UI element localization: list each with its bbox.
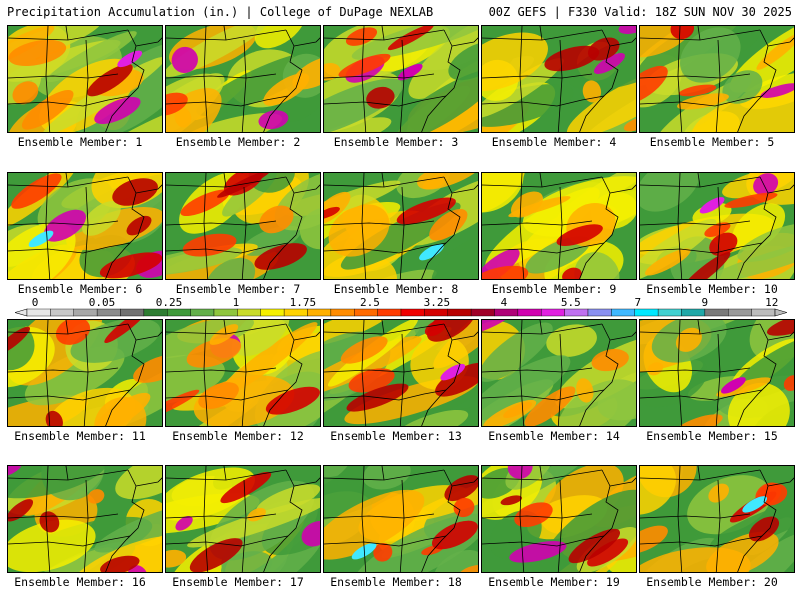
colorbar-swatch xyxy=(634,308,659,317)
colorbar-swatch xyxy=(354,308,378,317)
colorbar-tick-label: 3.25 xyxy=(423,296,451,309)
ensemble-member-map xyxy=(165,319,321,427)
colorbar-swatch xyxy=(167,308,191,317)
ensemble-member-label: Ensemble Member: 5 xyxy=(649,135,775,149)
colorbar-swatch xyxy=(50,308,74,317)
ensemble-member-map xyxy=(481,319,637,427)
colorbar-tick-label: 0.25 xyxy=(155,296,183,309)
colorbar-swatch xyxy=(237,308,261,317)
ensemble-member-map xyxy=(7,25,163,133)
ensemble-member-map xyxy=(323,25,479,133)
ensemble-member-label: Ensemble Member: 1 xyxy=(17,135,143,149)
colorbar-swatch xyxy=(143,308,168,317)
colorbar-swatch xyxy=(73,308,98,317)
ensemble-member-map xyxy=(481,465,637,573)
colorbar-swatch xyxy=(260,308,285,317)
colorbar-swatch xyxy=(704,308,729,317)
colorbar-tick-label: 5.5 xyxy=(560,296,581,309)
colorbar-swatch xyxy=(470,308,495,317)
colorbar-swatch xyxy=(330,308,355,317)
ensemble-member-label: Ensemble Member: 9 xyxy=(491,282,617,296)
colorbar-swatch xyxy=(447,308,472,317)
colorbar-swatch xyxy=(120,308,145,317)
ensemble-member-label: Ensemble Member: 2 xyxy=(175,135,301,149)
colorbar-swatch xyxy=(494,308,519,317)
colorbar-swatch xyxy=(424,308,448,317)
colorbar-swatch xyxy=(283,308,308,317)
ensemble-member-label: Ensemble Member: 3 xyxy=(333,135,459,149)
colorbar-swatch xyxy=(26,308,51,317)
ensemble-member-label: Ensemble Member: 8 xyxy=(333,282,459,296)
colorbar-tick-label: 7 xyxy=(634,296,642,309)
chart-title: Precipitation Accumulation (in.) | Colle… xyxy=(7,5,434,19)
colorbar-swatch xyxy=(307,308,332,317)
colorbar-swatch xyxy=(751,308,776,317)
ensemble-member-label: Ensemble Member: 17 xyxy=(172,575,304,589)
ensemble-member-label: Ensemble Member: 15 xyxy=(646,429,778,443)
model-valid-time: 00Z GEFS | F330 Valid: 18Z SUN NOV 30 20… xyxy=(488,5,792,19)
ensemble-member-label: Ensemble Member: 6 xyxy=(17,282,143,296)
ensemble-member-label: Ensemble Member: 20 xyxy=(646,575,778,589)
ensemble-member-map xyxy=(639,172,795,280)
colorbar-swatch xyxy=(190,308,215,317)
ensemble-member-map xyxy=(481,25,637,133)
ensemble-member-label: Ensemble Member: 12 xyxy=(172,429,304,443)
ensemble-member-label: Ensemble Member: 10 xyxy=(646,282,778,296)
ensemble-member-map xyxy=(639,465,795,573)
ensemble-member-label: Ensemble Member: 16 xyxy=(14,575,146,589)
colorbar-tick-label: 1 xyxy=(232,296,240,309)
colorbar-swatch xyxy=(517,308,542,317)
ensemble-member-map xyxy=(639,25,795,133)
colorbar-swatch xyxy=(400,308,425,317)
colorbar-swatch xyxy=(564,308,589,317)
colorbar-swatch xyxy=(681,308,706,317)
ensemble-member-map xyxy=(323,319,479,427)
ensemble-member-label: Ensemble Member: 18 xyxy=(330,575,462,589)
colorbar-tick-label: 4 xyxy=(500,296,508,309)
precip-colorbar: 0 0.05 0.25 1 1.75 2.5 3.25 4 5.5 7 9 12 xyxy=(15,296,787,320)
ensemble-member-map xyxy=(165,25,321,133)
ensemble-member-map xyxy=(481,172,637,280)
colorbar-swatch xyxy=(96,308,121,317)
ensemble-member-map xyxy=(7,319,163,427)
ensemble-member-label: Ensemble Member: 7 xyxy=(175,282,301,296)
ensemble-member-label: Ensemble Member: 19 xyxy=(488,575,620,589)
ensemble-member-map xyxy=(7,465,163,573)
colorbar-tick-label: 0.05 xyxy=(88,296,116,309)
ensemble-member-map xyxy=(7,172,163,280)
colorbar-swatch xyxy=(213,308,238,317)
colorbar-swatch xyxy=(541,308,565,317)
ensemble-member-map xyxy=(165,172,321,280)
colorbar-tick-label: 9 xyxy=(701,296,709,309)
colorbar-tick-label: 12 xyxy=(765,296,779,309)
colorbar-tick-label: 0 xyxy=(31,296,39,309)
colorbar-swatch xyxy=(611,308,635,317)
ensemble-member-map xyxy=(165,465,321,573)
colorbar-tick-label: 2.5 xyxy=(359,296,380,309)
colorbar-swatch xyxy=(657,308,682,317)
ensemble-member-label: Ensemble Member: 13 xyxy=(330,429,462,443)
colorbar-swatch xyxy=(377,308,402,317)
ensemble-member-label: Ensemble Member: 11 xyxy=(14,429,146,443)
ensemble-member-map xyxy=(323,465,479,573)
colorbar-swatch xyxy=(587,308,612,317)
colorbar-swatch xyxy=(728,308,752,317)
ensemble-member-label: Ensemble Member: 14 xyxy=(488,429,620,443)
ensemble-member-label: Ensemble Member: 4 xyxy=(491,135,617,149)
ensemble-member-map xyxy=(323,172,479,280)
ensemble-member-map xyxy=(639,319,795,427)
colorbar-tick-label: 1.75 xyxy=(289,296,317,309)
